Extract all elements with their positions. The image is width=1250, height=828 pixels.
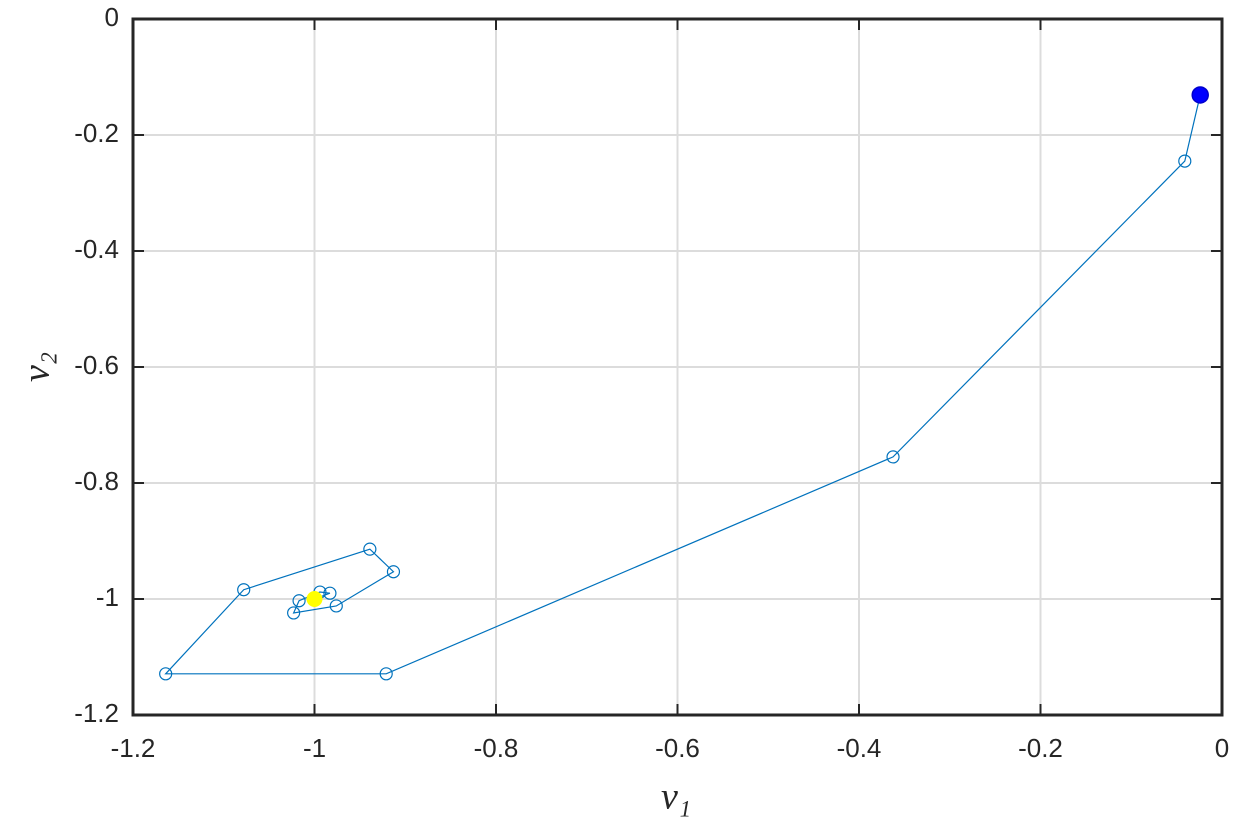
x-tick-label: -0.2	[1018, 733, 1063, 763]
y-tick-label: -0.6	[74, 350, 119, 380]
y-tick-label: -1.2	[74, 698, 119, 728]
point-marker	[1178, 154, 1192, 168]
point-marker	[329, 599, 343, 613]
x-tick-label: 0	[1215, 733, 1229, 763]
highlight-marker	[306, 591, 323, 607]
highlight-marker	[1191, 86, 1209, 104]
y-tick-label: -0.4	[74, 234, 119, 264]
x-tick-label: -1	[303, 733, 326, 763]
point-marker	[237, 583, 251, 597]
x-tick-label: -0.6	[655, 733, 700, 763]
point-marker	[292, 594, 306, 608]
y-axis-label: v₂	[16, 352, 58, 382]
point-marker	[363, 542, 377, 556]
point-marker	[886, 450, 900, 464]
point-marker	[323, 586, 337, 600]
plot-frame	[131, 17, 1224, 717]
y-tick-label: 0	[105, 2, 119, 32]
point-marker	[159, 667, 173, 681]
x-tick-label: -0.8	[474, 733, 519, 763]
point-marker	[386, 565, 401, 579]
x-axis-label: v₁	[661, 776, 691, 818]
y-tick-label: -0.8	[74, 466, 119, 496]
point-marker	[379, 667, 393, 681]
y-tick-label: -0.2	[74, 118, 119, 148]
y-tick-label: -1	[96, 582, 119, 612]
x-tick-label: -1.2	[111, 733, 156, 763]
x-tick-label: -0.4	[837, 733, 882, 763]
point-marker	[287, 606, 301, 620]
